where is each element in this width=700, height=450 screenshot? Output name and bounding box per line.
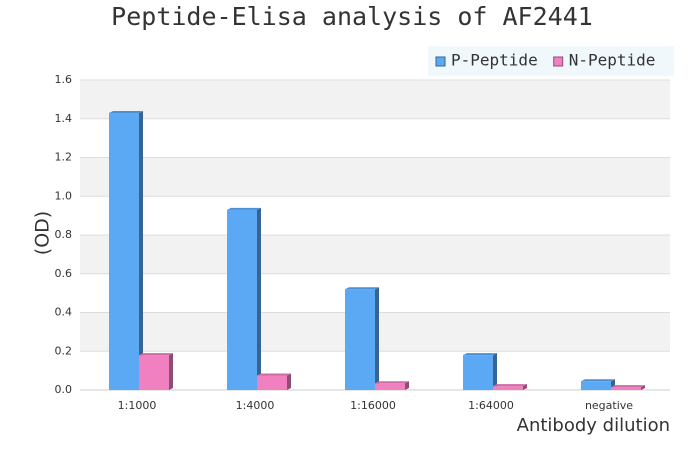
y-tick-label: 0.0	[55, 383, 73, 396]
bar	[463, 355, 493, 390]
y-tick-label: 1.2	[55, 151, 73, 164]
bar-top	[345, 287, 379, 290]
bar-top	[463, 353, 497, 356]
bar-side	[257, 207, 261, 390]
chart-title: Peptide-Elisa analysis of AF2441	[111, 2, 593, 31]
bar-top	[375, 381, 409, 384]
y-tick-label: 1.6	[55, 73, 73, 86]
x-tick-label: 1:4000	[236, 399, 275, 412]
bar	[139, 355, 169, 390]
bar-side	[641, 385, 645, 390]
bar-top	[493, 384, 527, 387]
y-tick-label: 0.2	[55, 344, 73, 357]
bar-top	[109, 110, 143, 113]
x-axis-label: Antibody dilution	[517, 415, 670, 436]
bar	[611, 387, 641, 390]
bar-top	[257, 373, 291, 376]
bar	[345, 289, 375, 390]
y-tick-label: 1.0	[55, 189, 73, 202]
legend-label: N-Peptide	[569, 51, 656, 70]
x-tick-label: 1:16000	[350, 399, 396, 412]
bar-top	[139, 353, 173, 356]
bar	[227, 209, 257, 390]
legend-box	[428, 46, 674, 76]
y-tick-label: 0.8	[55, 228, 73, 241]
y-tick-label: 1.4	[55, 112, 73, 125]
bar	[109, 112, 139, 390]
legend-swatch	[553, 56, 564, 67]
bar-side	[287, 373, 291, 390]
bar-side	[169, 353, 173, 390]
bar	[493, 386, 523, 390]
x-tick-label: 1:64000	[468, 399, 514, 412]
bar-side	[405, 381, 409, 390]
bar	[257, 375, 287, 390]
bar-top	[227, 207, 261, 210]
legend-swatch	[435, 56, 446, 67]
y-tick-label: 0.6	[55, 267, 73, 280]
bar-side	[523, 384, 527, 390]
y-tick-label: 0.4	[55, 306, 73, 319]
plot-band	[80, 235, 670, 274]
bar	[375, 383, 405, 390]
bar-side	[493, 353, 497, 390]
bar	[581, 381, 611, 390]
bar-top	[581, 379, 615, 382]
x-tick-label: 1:1000	[118, 399, 157, 412]
plot-band	[80, 80, 670, 119]
bar-side	[139, 110, 143, 390]
bar-side	[375, 287, 379, 390]
plot-band	[80, 157, 670, 197]
y-axis-label: (OD)	[32, 211, 54, 255]
x-tick-label: negative	[585, 399, 633, 412]
bar-top	[611, 385, 645, 388]
legend-label: P-Peptide	[451, 51, 538, 70]
